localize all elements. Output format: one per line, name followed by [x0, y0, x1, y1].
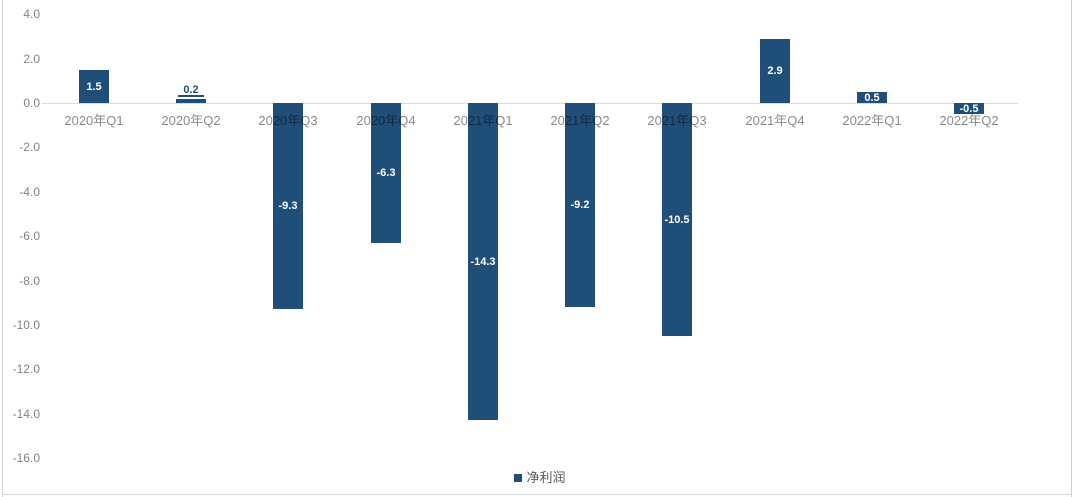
y-tick-label: -2.0	[19, 140, 40, 155]
y-tick-label: 2.0	[23, 51, 40, 66]
bar-2021年Q2	[565, 103, 595, 307]
bar-2020年Q4	[371, 103, 401, 243]
value-label: 2.9	[767, 65, 783, 77]
frame-border-bottom	[2, 494, 1072, 495]
x-category-label: 2021年Q3	[647, 113, 707, 128]
frame-border-right	[1071, 0, 1072, 497]
x-category-label: 2022年Q2	[939, 113, 999, 128]
x-category-label: 2020年Q3	[258, 113, 318, 128]
value-label: -6.3	[376, 167, 396, 179]
value-label: 0.5	[864, 91, 880, 104]
bar-2021年Q3	[662, 103, 692, 336]
y-tick-label: -14.0	[12, 406, 40, 421]
y-tick-label: 0.0	[23, 96, 40, 110]
bar-2020年Q1	[79, 70, 109, 103]
value-label: -9.2	[570, 199, 590, 211]
legend-series-label: 净利润	[526, 469, 566, 485]
y-tick-label: -4.0	[19, 184, 40, 199]
bar-2021年Q4	[760, 39, 790, 103]
x-category-label: 2020年Q1	[64, 113, 124, 128]
bar-2021年Q1	[468, 103, 498, 420]
y-tick-label: -6.0	[19, 229, 40, 244]
y-tick-label: -10.0	[12, 318, 40, 332]
value-label: 0.2	[183, 83, 199, 96]
legend: 净利润	[0, 469, 1080, 485]
y-tick-label: -12.0	[12, 362, 40, 377]
value-label: -9.3	[278, 200, 298, 212]
value-label: -14.3	[470, 255, 496, 268]
bar-2020年Q3	[273, 103, 303, 309]
value-label: 1.5	[86, 80, 102, 93]
x-category-label: 2021年Q2	[550, 113, 610, 128]
y-tick-label: 4.0	[23, 7, 40, 22]
frame-border-left	[2, 0, 3, 497]
bar-2022年Q2	[954, 103, 984, 114]
x-category-label: 2022年Q1	[842, 113, 902, 128]
bar-2020年Q2	[176, 99, 206, 103]
y-tick-label: -8.0	[19, 273, 40, 288]
x-axis-zero-line	[42, 103, 1018, 104]
value-label-underline	[178, 95, 204, 97]
bar-2022年Q1	[857, 92, 887, 103]
value-label: -0.5	[959, 102, 979, 115]
x-category-label: 2021年Q4	[745, 113, 805, 128]
x-category-label: 2021年Q1	[453, 113, 513, 128]
legend-swatch-icon	[514, 473, 523, 482]
x-category-label: 2020年Q4	[356, 113, 416, 128]
x-category-label: 2020年Q2	[161, 113, 221, 128]
value-label: -10.5	[664, 213, 690, 226]
y-tick-label: -16.0	[12, 451, 40, 466]
